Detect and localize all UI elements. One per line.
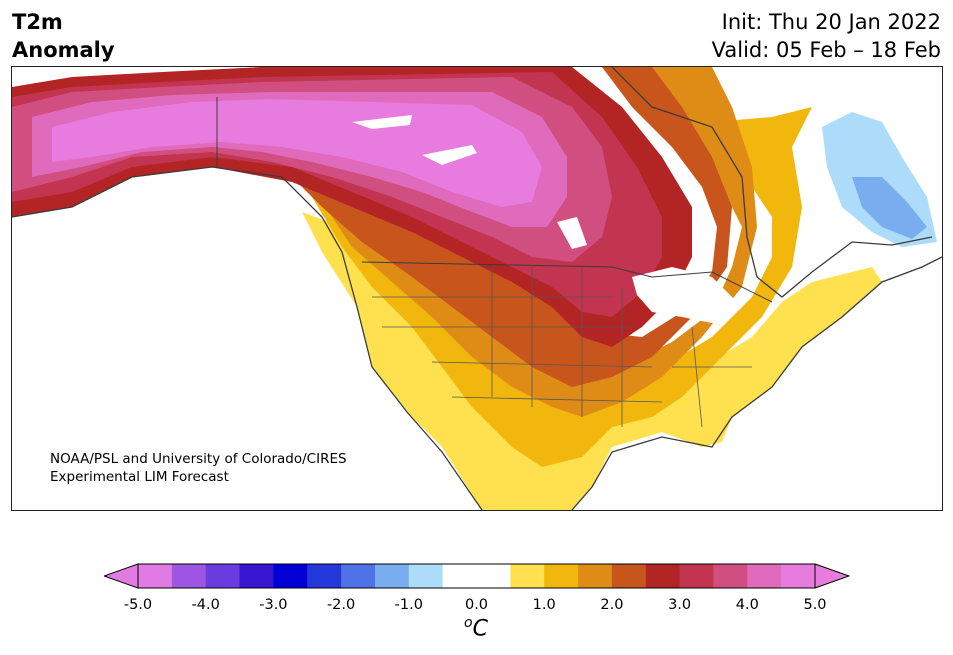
- colorbar-cell: [679, 564, 714, 588]
- colorbar-tick-label: 0.0: [464, 597, 489, 613]
- colorbar-tick-label: -3.0: [259, 597, 288, 613]
- forecast-dates: Init: Thu 20 Jan 2022 Valid: 05 Feb – 18…: [712, 8, 941, 64]
- map-title: T2m Anomaly: [12, 8, 115, 64]
- anomaly-band-2: [312, 107, 812, 467]
- colorbar-cell: [747, 564, 782, 588]
- lake-2: [422, 145, 477, 165]
- colorbar-cells: [138, 564, 816, 588]
- colorbar-tick-label: -5.0: [123, 597, 153, 613]
- colorbar-cell: [408, 564, 444, 588]
- colorbar-cell: [611, 564, 647, 588]
- colorbar-cell: [171, 564, 207, 588]
- anomaly-band-1: [302, 212, 882, 510]
- colorbar-outline: [137, 563, 816, 589]
- great-lakes: [632, 267, 742, 325]
- colorbar-cell: [645, 564, 681, 588]
- colorbar-unit: oC: [464, 615, 488, 641]
- colorbar-cell: [510, 564, 545, 588]
- colorbar-cell: [138, 564, 173, 588]
- unit-base: C: [472, 616, 488, 642]
- colorbar-tick-label: 2.0: [600, 597, 624, 613]
- colorbar-tick-label: -2.0: [326, 597, 356, 613]
- colorbar-cell: [374, 564, 410, 588]
- init-date: Init: Thu 20 Jan 2022: [721, 10, 941, 34]
- colorbar-cell: [205, 564, 241, 588]
- lake-3: [557, 217, 587, 249]
- anomaly-band-9: [52, 99, 542, 207]
- colorbar-cell: [239, 564, 274, 588]
- map-svg: [12, 67, 942, 510]
- colorbar-cell: [713, 564, 748, 588]
- colorbar-cell: [544, 564, 579, 588]
- colorbar-over-arrow: [814, 563, 850, 589]
- colorbar-tick-label: 3.0: [668, 597, 692, 613]
- colorbar-cell: [476, 564, 511, 588]
- colorbar-tick-label: 1.0: [532, 597, 556, 613]
- coastline: [12, 67, 942, 510]
- credit: NOAA/PSL and University of Colorado/CIRE…: [50, 450, 347, 486]
- anomaly-band-neg-2: [852, 177, 927, 239]
- colorbar-tick-label: 4.0: [735, 597, 759, 613]
- colorbar-under-arrow: [104, 563, 139, 589]
- colorbar-cell: [442, 564, 477, 588]
- credit-line-2: Experimental LIM Forecast: [50, 469, 229, 485]
- colorbar-cell: [781, 564, 816, 588]
- colorbar-cell: [578, 564, 613, 588]
- state-lines: [372, 267, 752, 428]
- valid-dates: Valid: 05 Feb – 18 Feb: [711, 38, 941, 62]
- colorbar-cell: [273, 564, 308, 588]
- lake-1: [352, 115, 412, 129]
- colorbar-cell: [307, 564, 342, 588]
- colorbar-cell: [341, 564, 376, 588]
- colorbar: [104, 563, 850, 589]
- anomaly-map: NOAA/PSL and University of Colorado/CIRE…: [11, 66, 943, 511]
- unit-superscript: o: [464, 615, 473, 631]
- credit-line-1: NOAA/PSL and University of Colorado/CIRE…: [50, 451, 347, 467]
- title-line-2: Anomaly: [12, 38, 115, 62]
- colorbar-tick-label: -1.0: [394, 597, 423, 613]
- border-us-canada: [361, 261, 773, 303]
- colorbar-tick-label: -4.0: [191, 597, 220, 613]
- colorbar-tick-label: 5.0: [803, 597, 827, 613]
- anomaly-band-4: [292, 67, 732, 387]
- title-line-1: T2m: [12, 10, 63, 34]
